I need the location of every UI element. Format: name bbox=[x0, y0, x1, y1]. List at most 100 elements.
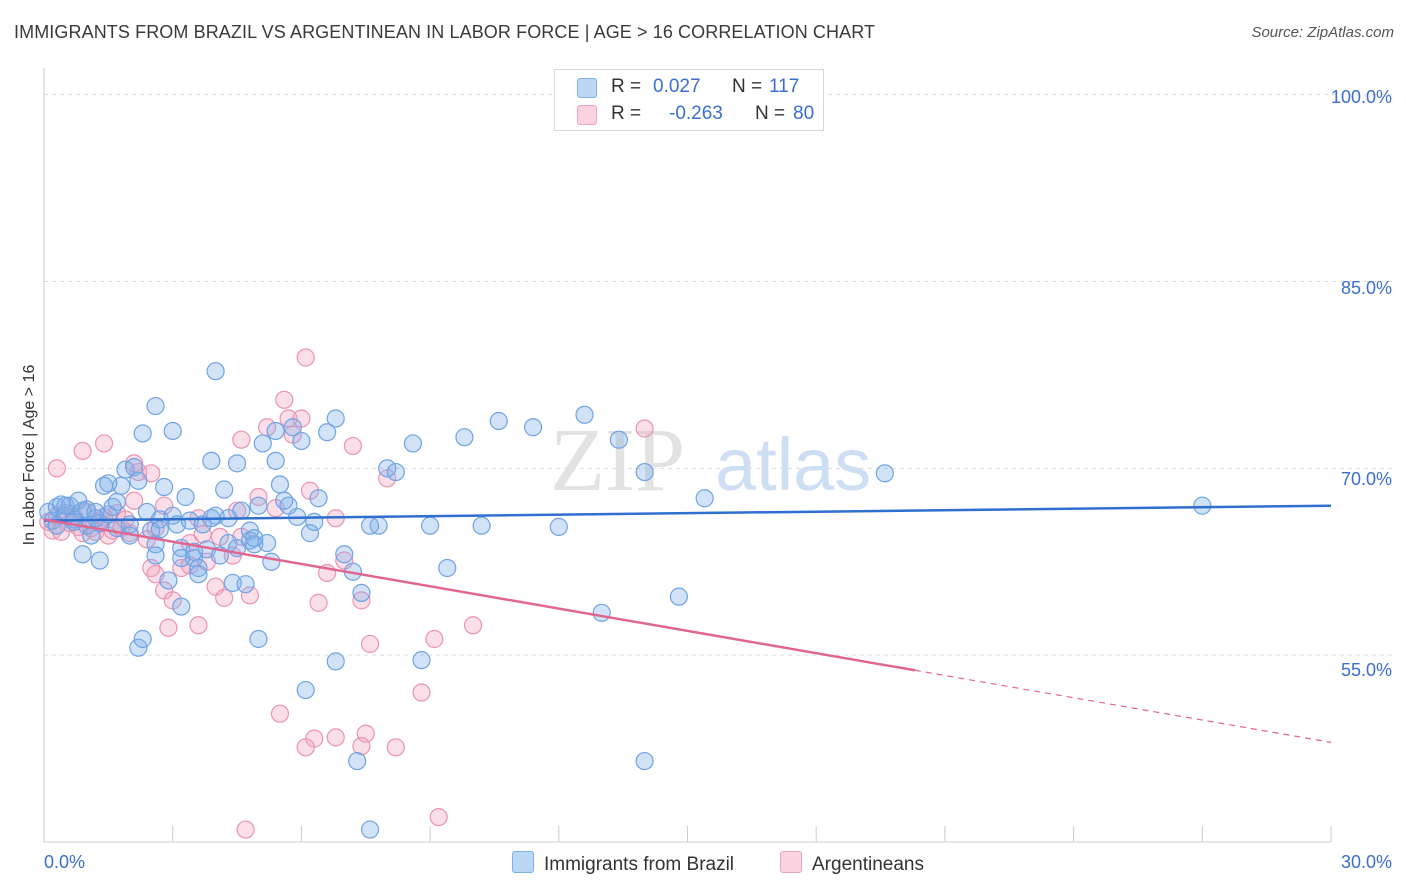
gridlines bbox=[44, 94, 1394, 656]
argentinean-point bbox=[412, 683, 431, 702]
trend-line-argentineans bbox=[43, 518, 916, 672]
brazil-point bbox=[245, 528, 264, 548]
chart-source: Source: ZipAtlas.com bbox=[1251, 24, 1394, 41]
argentinean-point bbox=[425, 629, 444, 649]
argentinean-point bbox=[309, 593, 328, 612]
argentinean-point bbox=[326, 728, 345, 747]
brazil-point bbox=[249, 496, 268, 515]
argentinean-point bbox=[240, 586, 260, 605]
axes bbox=[43, 68, 1332, 843]
brazil-point bbox=[318, 423, 337, 442]
brazil-point bbox=[309, 489, 328, 508]
brazil-point bbox=[438, 558, 457, 578]
brazil-point bbox=[609, 430, 628, 449]
brazil-point bbox=[455, 428, 474, 447]
argentinean-point bbox=[296, 348, 315, 367]
argentinean-point bbox=[215, 588, 234, 607]
series-brazil-points bbox=[39, 362, 1212, 839]
argentinean-point bbox=[343, 436, 362, 456]
brazil-point bbox=[245, 535, 264, 554]
brazil-point bbox=[292, 431, 311, 451]
legend-r-value: -0.263 bbox=[669, 103, 723, 124]
argentinean-point bbox=[189, 616, 208, 635]
brazil-point bbox=[146, 396, 165, 416]
brazil-point bbox=[635, 751, 654, 771]
brazil-point bbox=[253, 434, 272, 453]
brazil-point bbox=[129, 638, 148, 657]
brazil-point bbox=[549, 517, 568, 536]
brazil-point bbox=[695, 489, 714, 508]
bottom-legend-label: Immigrants from Brazil bbox=[544, 854, 735, 875]
brazil-point bbox=[489, 411, 508, 431]
brazil-point bbox=[335, 545, 354, 564]
brazil-point bbox=[249, 629, 268, 649]
trend-line-argentineans-extrapolated bbox=[914, 669, 1332, 743]
brazil-point bbox=[227, 454, 247, 473]
y-tick-label: 55.0% bbox=[1340, 660, 1392, 680]
brazil-point bbox=[266, 421, 285, 441]
brazil-point bbox=[472, 516, 491, 535]
y-tick-label: 100.0% bbox=[1330, 87, 1392, 107]
watermark-zip: ZIP bbox=[550, 411, 685, 510]
argentinean-point bbox=[429, 807, 448, 827]
bottom-legend-swatch-brazil bbox=[512, 851, 534, 873]
chart-title: IMMIGRANTS FROM BRAZIL VS ARGENTINEAN IN… bbox=[14, 22, 876, 42]
brazil-point bbox=[523, 418, 543, 437]
brazil-point bbox=[300, 524, 320, 543]
argentinean-point bbox=[635, 419, 654, 438]
argentinean-point bbox=[463, 616, 483, 635]
brazil-point bbox=[99, 474, 118, 493]
brazil-point bbox=[369, 516, 388, 535]
brazil-point bbox=[348, 751, 367, 771]
trend-line-brazil bbox=[43, 504, 1332, 522]
brazil-point bbox=[352, 583, 371, 602]
x-tick-label: 30.0% bbox=[1340, 852, 1392, 872]
argentinean-point bbox=[279, 409, 298, 428]
brazil-point bbox=[202, 451, 221, 470]
bottom-legend-argentineans: Argentineans bbox=[780, 851, 924, 876]
brazil-point bbox=[206, 362, 225, 381]
brazil-point bbox=[386, 462, 405, 482]
argentinean-point bbox=[352, 591, 371, 610]
brazil-point bbox=[575, 405, 594, 424]
brazil-point bbox=[1193, 496, 1212, 515]
y-tick-label: 85.0% bbox=[1340, 278, 1392, 298]
argentinean-point bbox=[236, 820, 255, 839]
brazil-point bbox=[176, 487, 195, 507]
brazil-point bbox=[189, 565, 208, 584]
legend-n-value: 117 bbox=[769, 76, 800, 97]
correlation-legend: R = 0.027 N = 117 R = -0.263 N = 80 bbox=[554, 69, 824, 131]
brazil-point bbox=[223, 573, 242, 593]
argentinean-point bbox=[352, 736, 371, 756]
brazil-point bbox=[266, 451, 285, 470]
legend-swatch-argentineans bbox=[577, 105, 597, 125]
argentinean-point bbox=[360, 634, 380, 654]
brazil-point bbox=[421, 516, 440, 535]
brazil-point bbox=[133, 424, 152, 443]
legend-r-label: R = bbox=[611, 103, 642, 124]
argentinean-point bbox=[296, 738, 315, 757]
brazil-point bbox=[635, 462, 654, 482]
brazil-point bbox=[146, 546, 165, 565]
brazil-point bbox=[412, 651, 431, 670]
brazil-point bbox=[592, 603, 611, 622]
brazil-point bbox=[215, 480, 234, 499]
brazil-point bbox=[279, 496, 298, 515]
brazil-point bbox=[150, 520, 169, 539]
brazil-point bbox=[283, 418, 302, 437]
brazil-point bbox=[163, 421, 182, 441]
legend-n-label: N = bbox=[732, 76, 763, 97]
brazil-point bbox=[129, 471, 148, 490]
bottom-legend-swatch-argentineans bbox=[780, 851, 802, 873]
brazil-point bbox=[185, 542, 204, 561]
legend-n-label: N = bbox=[755, 103, 786, 124]
brazil-point bbox=[73, 545, 92, 564]
watermark-atlas: atlas bbox=[715, 423, 871, 506]
legend-swatch-brazil bbox=[577, 78, 597, 98]
brazil-point bbox=[270, 475, 290, 494]
brazil-point bbox=[262, 552, 281, 571]
brazil-point bbox=[360, 820, 380, 839]
argentinean-point bbox=[386, 738, 405, 757]
bottom-legend-brazil: Immigrants from Brazil bbox=[512, 851, 734, 876]
brazil-point bbox=[875, 464, 894, 483]
